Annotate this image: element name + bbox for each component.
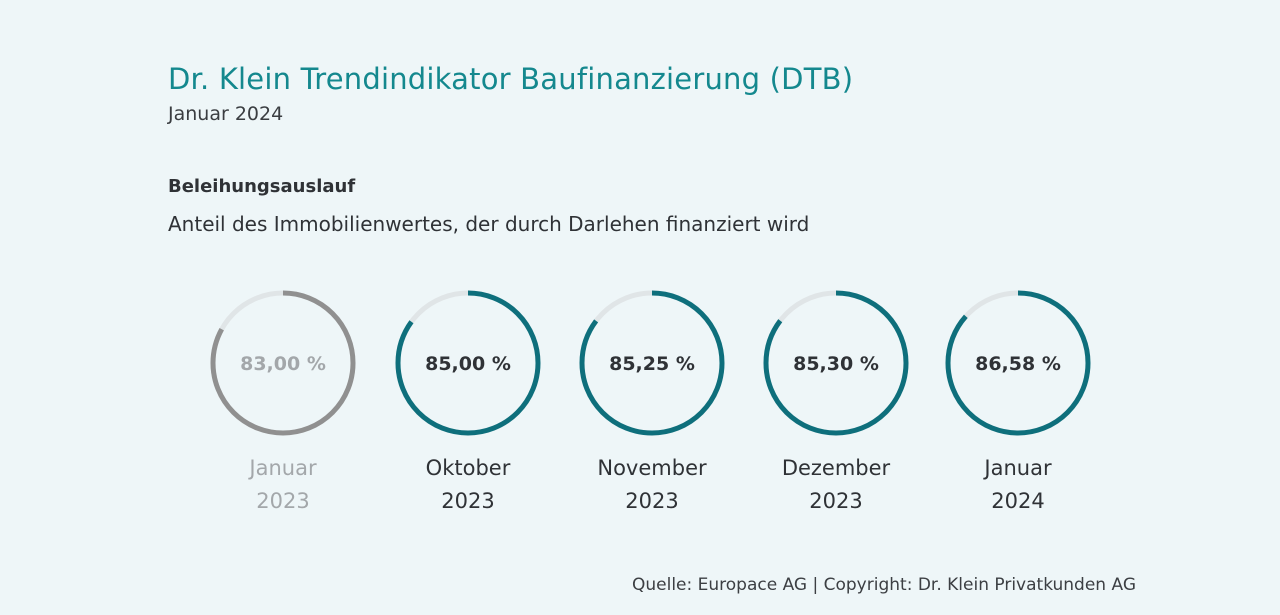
donut-value-label: 85,25 % bbox=[609, 353, 695, 375]
donut-value-label: 86,58 % bbox=[975, 353, 1061, 375]
chart-subtitle: Januar 2024 bbox=[168, 103, 284, 125]
period-label-line2: 2023 bbox=[441, 489, 494, 513]
donut-item: 83,00 % Januar 2023 bbox=[210, 290, 356, 513]
period-label-line1: Januar bbox=[247, 456, 317, 480]
donut-item: 85,00 % Oktober 2023 bbox=[395, 290, 541, 513]
period-label-line1: November bbox=[597, 456, 707, 480]
donut-value-label: 83,00 % bbox=[240, 353, 326, 375]
period-label-line1: Dezember bbox=[782, 456, 891, 480]
donut-item: 85,30 % Dezember 2023 bbox=[763, 290, 909, 513]
donut-item: 86,58 % Januar 2024 bbox=[945, 290, 1091, 513]
donut-value-label: 85,00 % bbox=[425, 353, 511, 375]
section-description: Anteil des Immobilienwertes, der durch D… bbox=[168, 212, 810, 236]
period-label-line2: 2023 bbox=[256, 489, 309, 513]
period-label-line2: 2023 bbox=[625, 489, 678, 513]
section-heading: Beleihungsauslauf bbox=[168, 176, 356, 197]
period-label-line1: Januar bbox=[982, 456, 1052, 480]
donut-arc bbox=[945, 290, 1091, 436]
chart-title: Dr. Klein Trendindikator Baufinanzierung… bbox=[168, 62, 854, 96]
period-label-line2: 2023 bbox=[809, 489, 862, 513]
period-label-line2: 2024 bbox=[991, 489, 1044, 513]
donut-arc bbox=[395, 290, 541, 436]
period-label-line1: Oktober bbox=[426, 456, 511, 480]
donut-arc bbox=[763, 290, 909, 436]
donut-arc bbox=[579, 290, 725, 436]
donut-arc bbox=[210, 290, 356, 436]
source-note: Quelle: Europace AG | Copyright: Dr. Kle… bbox=[631, 575, 1136, 595]
donut-item: 85,25 % November 2023 bbox=[579, 290, 725, 513]
donut-value-label: 85,30 % bbox=[793, 353, 879, 375]
